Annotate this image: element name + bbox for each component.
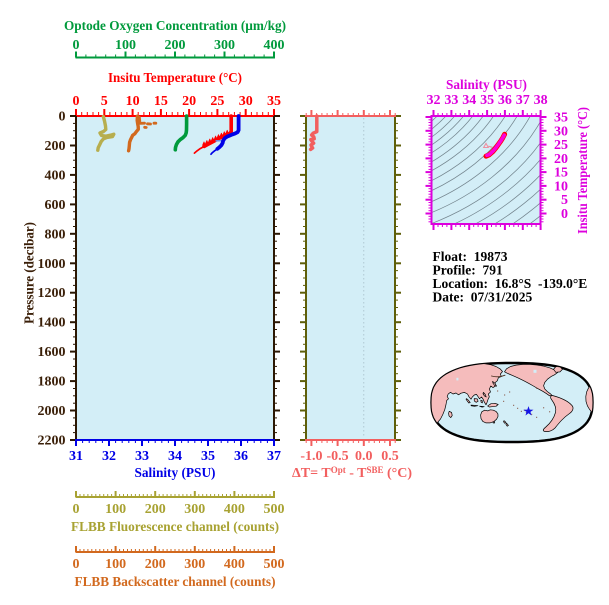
svg-text:1400: 1400	[38, 316, 66, 331]
svg-text:0.5: 0.5	[381, 449, 399, 464]
svg-text:Insitu Temperature (°C): Insitu Temperature (°C)	[576, 107, 591, 234]
svg-text:25: 25	[554, 138, 568, 153]
svg-text:32: 32	[427, 93, 441, 108]
svg-text:2200: 2200	[38, 434, 66, 449]
svg-text:0: 0	[73, 502, 80, 517]
svg-text:37: 37	[267, 449, 281, 464]
svg-text:37: 37	[516, 93, 530, 108]
svg-text:36: 36	[498, 93, 512, 108]
svg-text:31: 31	[69, 449, 83, 464]
svg-text:400: 400	[264, 38, 285, 53]
svg-text:FLBB Fluorescence channel (cou: FLBB Fluorescence channel (counts)	[71, 520, 279, 535]
svg-text:100: 100	[105, 557, 126, 572]
svg-text:800: 800	[45, 227, 66, 242]
svg-text:Float: 19873: Float: 19873	[433, 249, 508, 264]
svg-text:2000: 2000	[38, 404, 66, 419]
svg-text:200: 200	[45, 139, 66, 154]
svg-text:200: 200	[145, 502, 166, 517]
svg-text:0: 0	[73, 557, 80, 572]
svg-text:1000: 1000	[38, 257, 66, 272]
svg-text:20: 20	[182, 94, 196, 109]
svg-text:30: 30	[554, 124, 568, 139]
svg-text:0: 0	[59, 110, 66, 125]
svg-text:0: 0	[73, 94, 80, 109]
svg-text:600: 600	[45, 198, 66, 213]
svg-text:300: 300	[214, 38, 235, 53]
svg-text:20: 20	[554, 152, 568, 167]
svg-text:15: 15	[154, 94, 168, 109]
svg-text:500: 500	[264, 557, 285, 572]
svg-text:-0.5: -0.5	[327, 449, 349, 464]
svg-text:36: 36	[234, 449, 248, 464]
svg-text:Salinity (PSU): Salinity (PSU)	[446, 78, 527, 93]
svg-text:34: 34	[168, 449, 182, 464]
svg-text:38: 38	[534, 93, 548, 108]
svg-text:400: 400	[224, 557, 245, 572]
svg-text:15: 15	[554, 166, 568, 181]
svg-text:500: 500	[264, 502, 285, 517]
svg-text:Location: 16.8°S -139.0°E: Location: 16.8°S -139.0°E	[433, 276, 588, 291]
svg-text:30: 30	[239, 94, 253, 109]
svg-text:FLBB Backscatter channel (coun: FLBB Backscatter channel (counts)	[75, 575, 276, 590]
svg-text:10: 10	[126, 94, 140, 109]
svg-text:Date: 07/31/2025: Date: 07/31/2025	[433, 290, 533, 305]
svg-text:200: 200	[165, 38, 186, 53]
svg-text:35: 35	[480, 93, 494, 108]
svg-text:400: 400	[224, 502, 245, 517]
svg-text:100: 100	[105, 502, 126, 517]
svg-text:35: 35	[201, 449, 215, 464]
svg-text:Optode Oxygen Concentration (µ: Optode Oxygen Concentration (µm/kg)	[64, 19, 286, 34]
svg-text:0.0: 0.0	[355, 449, 373, 464]
svg-text:300: 300	[184, 502, 205, 517]
svg-text:25: 25	[210, 94, 224, 109]
svg-text:35: 35	[267, 94, 281, 109]
svg-text:5: 5	[101, 94, 108, 109]
svg-text:-1.0: -1.0	[300, 449, 322, 464]
svg-text:300: 300	[184, 557, 205, 572]
svg-text:400: 400	[45, 168, 66, 183]
svg-text:ΔT= TOpt - TSBE (°C): ΔT= TOpt - TSBE (°C)	[292, 465, 412, 481]
svg-text:32: 32	[102, 449, 116, 464]
svg-text:0: 0	[73, 38, 80, 53]
svg-text:1800: 1800	[38, 375, 66, 390]
svg-text:10: 10	[554, 179, 568, 194]
svg-text:0: 0	[561, 207, 568, 222]
svg-text:5: 5	[561, 193, 568, 208]
svg-text:1200: 1200	[38, 286, 66, 301]
svg-text:34: 34	[462, 93, 476, 108]
svg-text:Profile: 791: Profile: 791	[433, 263, 503, 278]
svg-text:1600: 1600	[38, 345, 66, 360]
svg-text:35: 35	[554, 111, 568, 126]
svg-text:33: 33	[135, 449, 149, 464]
svg-text:Pressure (decibar): Pressure (decibar)	[23, 222, 38, 324]
svg-text:100: 100	[115, 38, 136, 53]
svg-text:Insitu Temperature (°C): Insitu Temperature (°C)	[108, 71, 242, 86]
svg-text:Salinity (PSU): Salinity (PSU)	[135, 466, 216, 481]
svg-text:33: 33	[444, 93, 458, 108]
svg-text:200: 200	[145, 557, 166, 572]
